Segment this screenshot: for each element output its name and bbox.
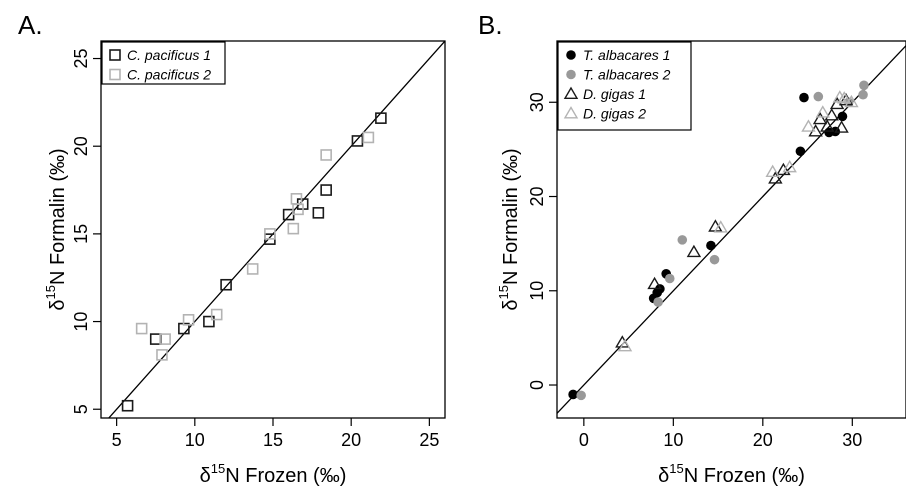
data-point: [820, 119, 835, 132]
data-point: [812, 111, 828, 125]
legend-label: T. albacares 1: [583, 47, 670, 63]
data-point: [813, 91, 824, 102]
data-point: [859, 80, 869, 91]
x-tick-label: 20: [753, 430, 773, 450]
data-point: [351, 135, 364, 147]
data-point: [203, 315, 215, 328]
panel-label: B.: [478, 10, 503, 40]
x-tick-label: 10: [185, 430, 205, 450]
x-axis-label: δ15N Frozen (‰): [200, 461, 347, 487]
data-point: [815, 105, 830, 118]
data-point: [246, 263, 259, 275]
legend-marker: [566, 50, 576, 60]
x-tick-label: 10: [663, 430, 683, 450]
data-point: [776, 162, 791, 176]
legend-label: T. albacares 2: [583, 67, 671, 83]
y-tick-label: 5: [71, 404, 91, 414]
legend-marker: [109, 49, 121, 61]
data-point: [713, 220, 728, 233]
data-point: [220, 278, 232, 291]
data-point: [282, 208, 295, 221]
x-tick-label: 0: [579, 430, 589, 450]
data-point: [799, 92, 809, 103]
data-point: [312, 207, 325, 219]
legend-box: [557, 41, 692, 131]
data-point: [182, 314, 195, 326]
y-tick-label: 20: [71, 136, 91, 156]
data-point: [320, 184, 332, 196]
data-point: [686, 244, 702, 258]
legend-box: [101, 41, 226, 85]
data-point: [292, 203, 304, 216]
y-axis-label: δ15N Formalin (‰): [496, 148, 522, 310]
legend-marker: [109, 68, 121, 81]
data-point: [837, 111, 848, 122]
data-point: [135, 322, 148, 335]
panel-b: B. 0 10 20 30 0 10 20 30 δ15N Frozen (‰) δ15N Form…: [478, 10, 906, 487]
data-point: [834, 120, 849, 133]
legend-label: C. pacificus 2: [127, 67, 211, 83]
data-point: [706, 240, 716, 251]
x-tick-label: 20: [341, 430, 361, 450]
data-point: [708, 219, 723, 232]
data-point: [677, 235, 688, 245]
x-tick-label: 25: [419, 430, 439, 450]
legend-marker: [566, 69, 576, 80]
panel-label: A.: [18, 10, 43, 40]
data-point: [210, 308, 223, 321]
plot-frame: [556, 40, 906, 419]
y-tick-label: 30: [527, 92, 547, 112]
y-axis-label: δ15N Formalin (‰): [43, 148, 69, 310]
data-point: [858, 89, 868, 100]
data-point: [782, 159, 797, 173]
legend-label: D. gigas 2: [583, 106, 646, 122]
data-point: [149, 333, 162, 345]
legend-marker: [563, 106, 579, 119]
data-point: [795, 146, 806, 157]
data-point: [264, 228, 276, 240]
x-axis-label: δ15N Frozen (‰): [658, 461, 805, 487]
identity-line: [557, 44, 906, 415]
data-point: [362, 131, 375, 144]
data-point: [664, 273, 675, 284]
data-point: [837, 91, 852, 104]
data-point: [824, 108, 839, 121]
y-tick-label: 10: [527, 281, 547, 301]
data-point: [617, 338, 633, 352]
data-point: [159, 333, 171, 345]
data-point: [375, 112, 387, 124]
panel-a: A. 5 10 15 20 25 5 10 15 20 25 δ15N Frozen (‰) δ15N …: [18, 10, 446, 487]
y-tick-label: 15: [71, 224, 91, 244]
legend-marker: [563, 86, 579, 100]
data-point: [647, 276, 662, 290]
data-point: [653, 297, 663, 307]
y-tick-label: 20: [527, 186, 547, 206]
data-point: [320, 149, 332, 161]
x-tick-label: 30: [842, 430, 862, 450]
data-point: [709, 254, 720, 265]
y-tick-label: 25: [71, 49, 91, 69]
x-tick-label: 15: [263, 430, 283, 450]
data-point: [576, 390, 586, 401]
data-point: [832, 90, 847, 103]
x-tick-label: 5: [112, 430, 122, 450]
y-tick-label: 0: [527, 380, 547, 390]
data-point: [287, 222, 300, 235]
data-point: [765, 164, 780, 178]
data-point: [844, 94, 859, 108]
data-point: [121, 399, 134, 412]
legend-label: C. pacificus 1: [127, 47, 211, 63]
data-point: [568, 389, 578, 400]
legend-label: D. gigas 1: [583, 86, 646, 102]
data-point: [801, 119, 816, 132]
data-point: [156, 349, 168, 361]
y-tick-label: 10: [71, 312, 91, 332]
data-point: [768, 171, 783, 184]
